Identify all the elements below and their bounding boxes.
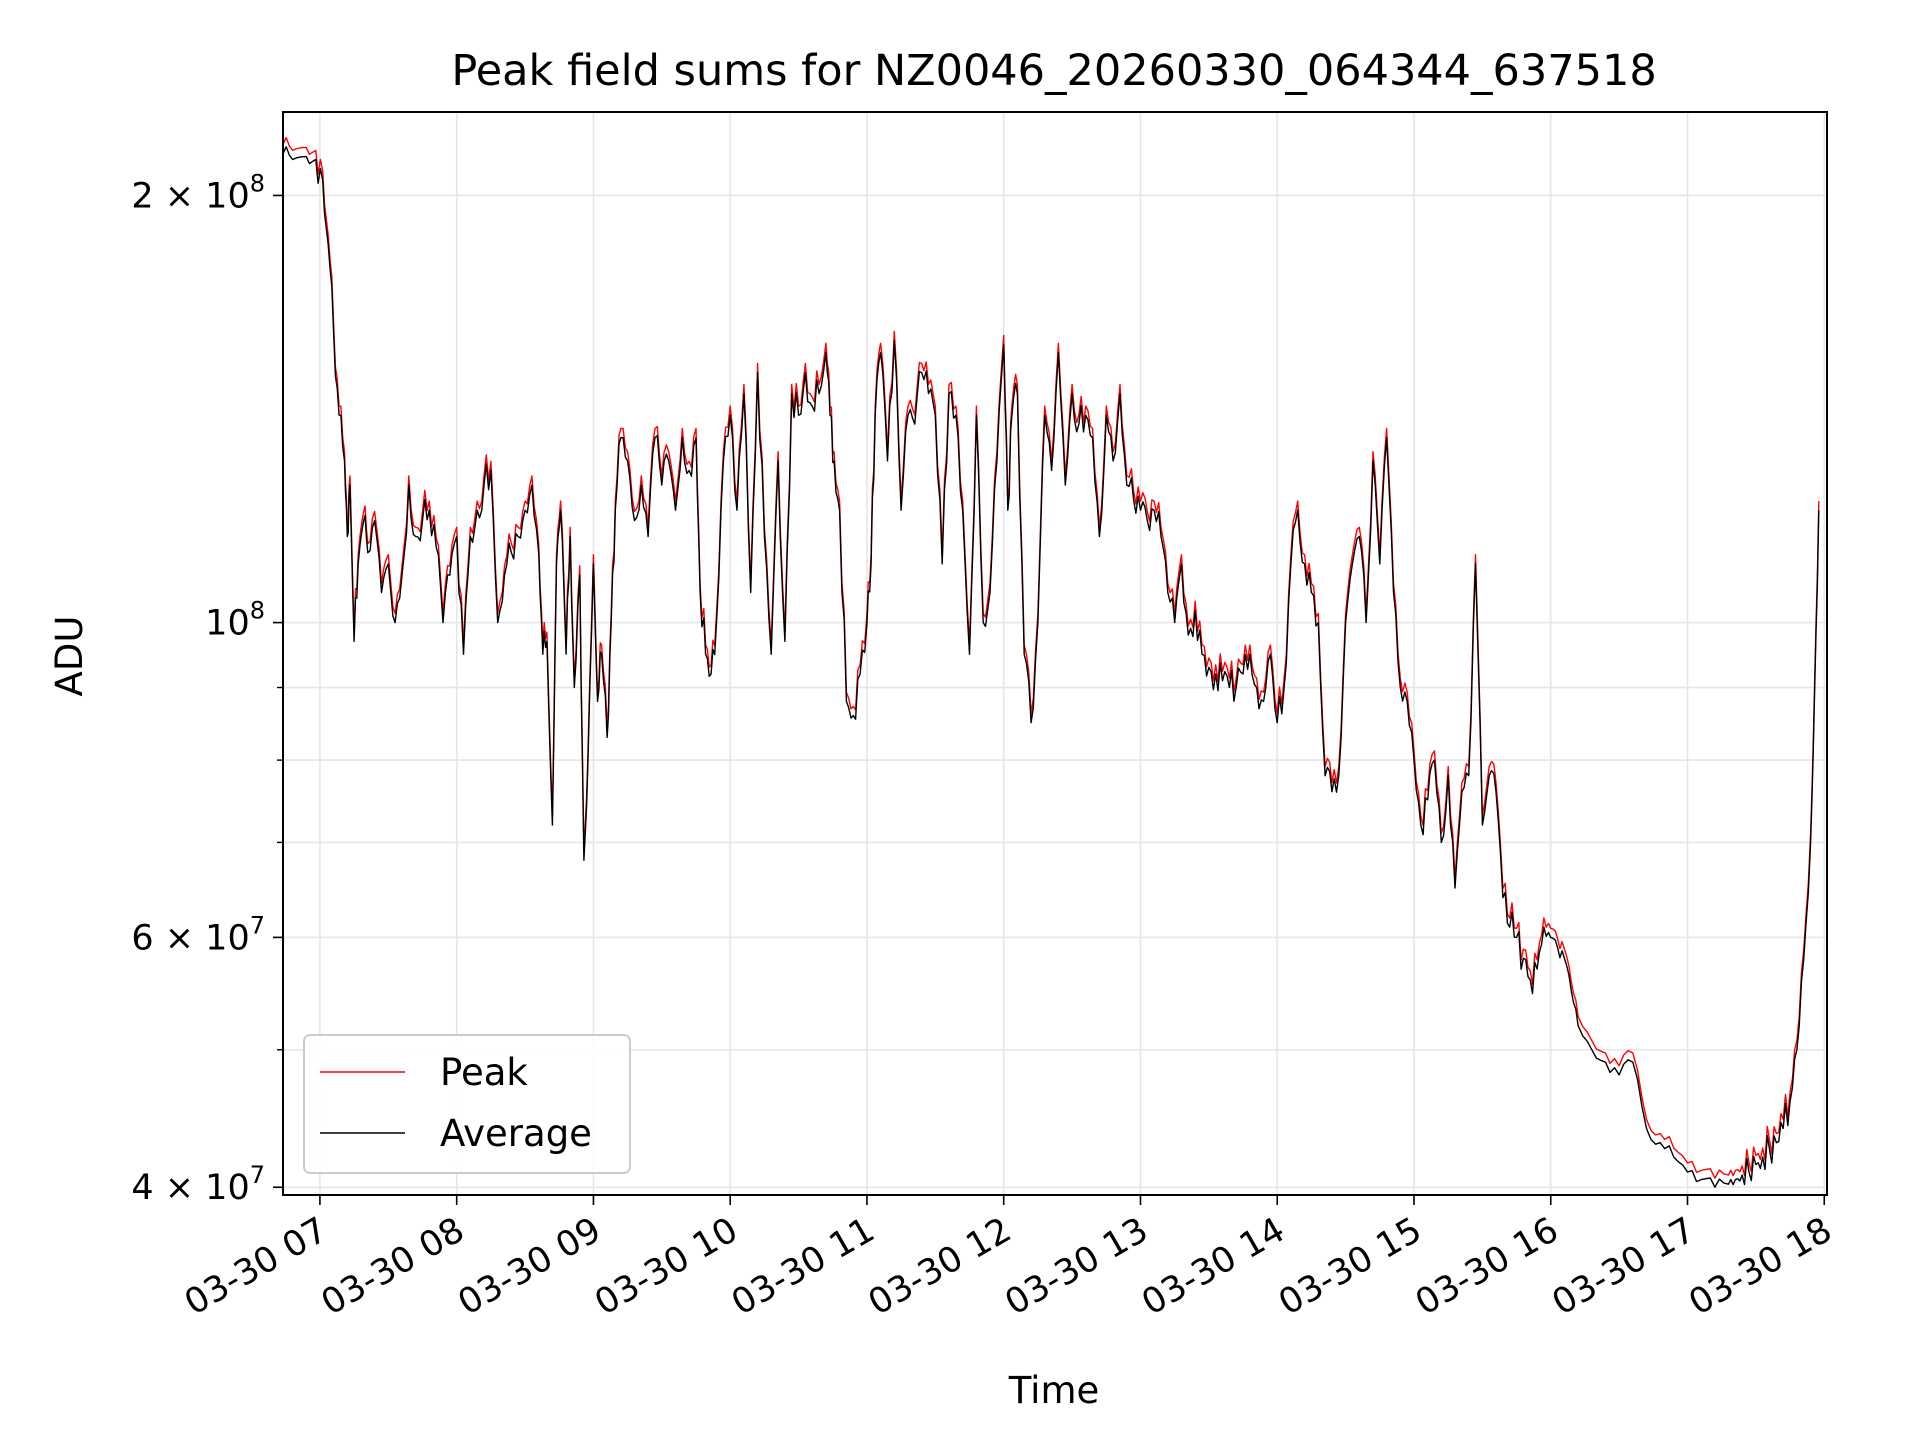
x-tick-label: 03-30 16: [1409, 1210, 1565, 1323]
x-tick-label: 03-30 18: [1682, 1210, 1838, 1323]
x-tick-label: 03-30 08: [315, 1210, 471, 1323]
series-average-line: [282, 146, 1820, 1188]
y-tick-label: 108: [205, 597, 265, 644]
plot-frame: [282, 111, 1828, 1196]
y-tick-label: 4 × 107: [131, 1161, 265, 1208]
y-axis: 4 × 107 6 × 107 108 2 × 108: [131, 169, 283, 1208]
chart-title: Peak field sums for NZ0046_20260330_0643…: [451, 46, 1656, 96]
legend-peak-label: Peak: [440, 1051, 528, 1094]
x-tick-label: 03-30 15: [1272, 1210, 1428, 1323]
legend: Peak Average: [303, 1034, 631, 1174]
y-tick-label: 2 × 108: [131, 169, 265, 216]
x-tick-label: 03-30 11: [725, 1210, 881, 1323]
x-tick-label: 03-30 14: [1135, 1210, 1291, 1323]
y-axis-label: ADU: [48, 616, 91, 697]
x-tick-label: 03-30 07: [178, 1210, 334, 1323]
x-tick-label: 03-30 12: [862, 1210, 1018, 1323]
x-tick-label: 03-30 09: [452, 1210, 608, 1323]
x-tick-label: 03-30 17: [1546, 1210, 1702, 1323]
legend-box: [303, 1034, 631, 1174]
y-tick-label: 6 × 107: [131, 911, 265, 958]
x-axis-label: Time: [1008, 1369, 1100, 1412]
series-peak-line: [282, 136, 1820, 1179]
legend-average-label: Average: [440, 1112, 592, 1155]
x-tick-label: 03-30 13: [999, 1210, 1155, 1323]
grid: [283, 112, 1827, 1195]
series-layer: [282, 136, 1820, 1188]
x-tick-label: 03-30 10: [588, 1210, 744, 1323]
